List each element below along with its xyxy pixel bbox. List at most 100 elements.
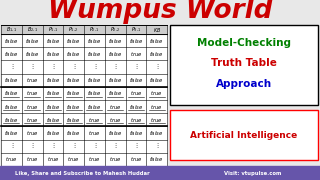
Text: $\mathit{true}$: $\mathit{true}$: [5, 155, 18, 163]
Text: $\mathit{true}$: $\mathit{true}$: [130, 50, 142, 58]
Text: $\mathit{true}$: $\mathit{true}$: [26, 76, 38, 84]
Bar: [105, 25, 125, 34]
Text: $\mathit{true}$: $\mathit{true}$: [88, 116, 101, 124]
Text: $\mathit{false}$: $\mathit{false}$: [67, 89, 81, 97]
Text: $\mathit{true}$: $\mathit{true}$: [130, 155, 142, 163]
Text: $\mathit{false}$: $\mathit{false}$: [67, 116, 81, 124]
Text: $\mathit{false}$: $\mathit{false}$: [25, 50, 39, 58]
Text: $\mathit{false}$: $\mathit{false}$: [4, 116, 19, 124]
Text: Like, Share and Subscribe to Mahesh Huddar: Like, Share and Subscribe to Mahesh Hudd…: [15, 170, 149, 175]
Text: $\mathit{true}$: $\mathit{true}$: [26, 103, 38, 111]
Text: $\mathit{false}$: $\mathit{false}$: [129, 37, 143, 45]
Bar: [146, 25, 167, 34]
Bar: [170, 25, 318, 105]
Text: $\mathit{false}$: $\mathit{false}$: [108, 129, 122, 137]
Text: $B_{2,1}$: $B_{2,1}$: [27, 25, 38, 34]
Text: $\mathit{false}$: $\mathit{false}$: [67, 76, 81, 84]
FancyBboxPatch shape: [170, 25, 318, 105]
Text: $\vdots$: $\vdots$: [9, 142, 14, 150]
Bar: [0, 166, 320, 180]
Text: $\vdots$: $\vdots$: [112, 142, 118, 150]
Text: $\vdots$: $\vdots$: [92, 142, 97, 150]
Text: $\mathit{true}$: $\mathit{true}$: [109, 116, 121, 124]
Text: $\mathit{false}$: $\mathit{false}$: [129, 103, 143, 111]
Text: $\mathit{false}$: $\mathit{false}$: [108, 89, 122, 97]
Text: $\mathit{false}$: $\mathit{false}$: [4, 37, 19, 45]
Text: $\vdots$: $\vdots$: [50, 142, 56, 150]
Text: $\mathit{false}$: $\mathit{false}$: [46, 76, 60, 84]
Text: $\mathit{false}$: $\mathit{false}$: [4, 50, 19, 58]
Text: Artificial Intelligence: Artificial Intelligence: [190, 130, 298, 140]
Bar: [125, 25, 146, 34]
Text: $\mathit{false}$: $\mathit{false}$: [149, 50, 164, 58]
Text: $\mathit{true}$: $\mathit{true}$: [88, 129, 101, 137]
Text: $\mathit{false}$: $\mathit{false}$: [87, 103, 101, 111]
Text: $\mathit{true}$: $\mathit{true}$: [26, 155, 38, 163]
Text: $\mathit{false}$: $\mathit{false}$: [67, 37, 81, 45]
Text: $\mathit{false}$: $\mathit{false}$: [87, 76, 101, 84]
Text: $\mathit{true}$: $\mathit{true}$: [150, 89, 163, 97]
Bar: [22, 25, 43, 34]
Text: $\mathit{false}$: $\mathit{false}$: [46, 89, 60, 97]
Text: $\mathit{true}$: $\mathit{true}$: [26, 129, 38, 137]
Text: Visit: vtupulse.com: Visit: vtupulse.com: [224, 170, 282, 175]
Text: $\mathit{false}$: $\mathit{false}$: [25, 37, 39, 45]
Bar: [1, 25, 167, 166]
Text: $\mathit{false}$: $\mathit{false}$: [46, 50, 60, 58]
Text: $\mathit{true}$: $\mathit{true}$: [67, 155, 80, 163]
Text: $\mathit{false}$: $\mathit{false}$: [149, 155, 164, 163]
Text: $\vdots$: $\vdots$: [71, 142, 76, 150]
Text: $\mathit{false}$: $\mathit{false}$: [149, 37, 164, 45]
Text: $\mathit{false}$: $\mathit{false}$: [87, 89, 101, 97]
Text: $\mathit{false}$: $\mathit{false}$: [108, 37, 122, 45]
Text: $\mathit{false}$: $\mathit{false}$: [67, 103, 81, 111]
FancyBboxPatch shape: [170, 110, 318, 160]
Text: $\vdots$: $\vdots$: [29, 63, 35, 71]
Text: $\mathit{false}$: $\mathit{false}$: [87, 50, 101, 58]
Text: $\vdots$: $\vdots$: [71, 63, 76, 71]
Text: $B_{1,1}$: $B_{1,1}$: [6, 25, 17, 34]
Text: $\vdots$: $\vdots$: [50, 63, 56, 71]
Text: Wumpus World: Wumpus World: [48, 0, 272, 24]
Bar: [84, 25, 105, 34]
Text: Model-Checking: Model-Checking: [197, 38, 291, 48]
Text: $\mathit{false}$: $\mathit{false}$: [129, 129, 143, 137]
Text: $\mathit{false}$: $\mathit{false}$: [46, 37, 60, 45]
Text: $\mathit{true}$: $\mathit{true}$: [130, 116, 142, 124]
Text: $\vdots$: $\vdots$: [154, 63, 159, 71]
Text: $\mathit{true}$: $\mathit{true}$: [109, 155, 121, 163]
Text: $\mathit{false}$: $\mathit{false}$: [46, 103, 60, 111]
Text: Approach: Approach: [216, 79, 272, 89]
Text: $\mathit{false}$: $\mathit{false}$: [46, 116, 60, 124]
Text: $\mathit{false}$: $\mathit{false}$: [4, 103, 19, 111]
Text: $\mathit{false}$: $\mathit{false}$: [129, 76, 143, 84]
Text: $KB$: $KB$: [153, 26, 161, 33]
Text: $\mathit{true}$: $\mathit{true}$: [47, 155, 59, 163]
Text: $\mathit{false}$: $\mathit{false}$: [4, 76, 19, 84]
Text: $\mathit{false}$: $\mathit{false}$: [149, 76, 164, 84]
Bar: [43, 25, 63, 34]
Text: $\vdots$: $\vdots$: [133, 63, 139, 71]
Text: $\mathit{false}$: $\mathit{false}$: [149, 129, 164, 137]
Text: $\mathit{true}$: $\mathit{true}$: [26, 89, 38, 97]
Text: $P_{1,2}$: $P_{1,2}$: [68, 25, 79, 34]
Text: $\mathit{true}$: $\mathit{true}$: [88, 155, 101, 163]
Text: $P_{1,1}$: $P_{1,1}$: [47, 25, 58, 34]
Text: $\mathit{true}$: $\mathit{true}$: [109, 103, 121, 111]
Text: $\vdots$: $\vdots$: [9, 63, 14, 71]
Text: $P_{2,2}$: $P_{2,2}$: [110, 25, 120, 34]
Text: $\mathit{false}$: $\mathit{false}$: [67, 50, 81, 58]
Text: $\mathit{false}$: $\mathit{false}$: [4, 89, 19, 97]
Text: Truth Table: Truth Table: [211, 58, 277, 68]
Text: $\mathit{false}$: $\mathit{false}$: [4, 129, 19, 137]
Text: $\vdots$: $\vdots$: [154, 142, 159, 150]
Text: $\mathit{true}$: $\mathit{true}$: [150, 116, 163, 124]
Text: $\vdots$: $\vdots$: [112, 63, 118, 71]
Text: $P_{3,1}$: $P_{3,1}$: [131, 25, 141, 34]
Text: $\vdots$: $\vdots$: [29, 142, 35, 150]
Text: $\mathit{false}$: $\mathit{false}$: [108, 76, 122, 84]
Bar: [63, 25, 84, 34]
Text: $\mathit{true}$: $\mathit{true}$: [26, 116, 38, 124]
Text: $\mathit{false}$: $\mathit{false}$: [67, 129, 81, 137]
Text: $\vdots$: $\vdots$: [92, 63, 97, 71]
